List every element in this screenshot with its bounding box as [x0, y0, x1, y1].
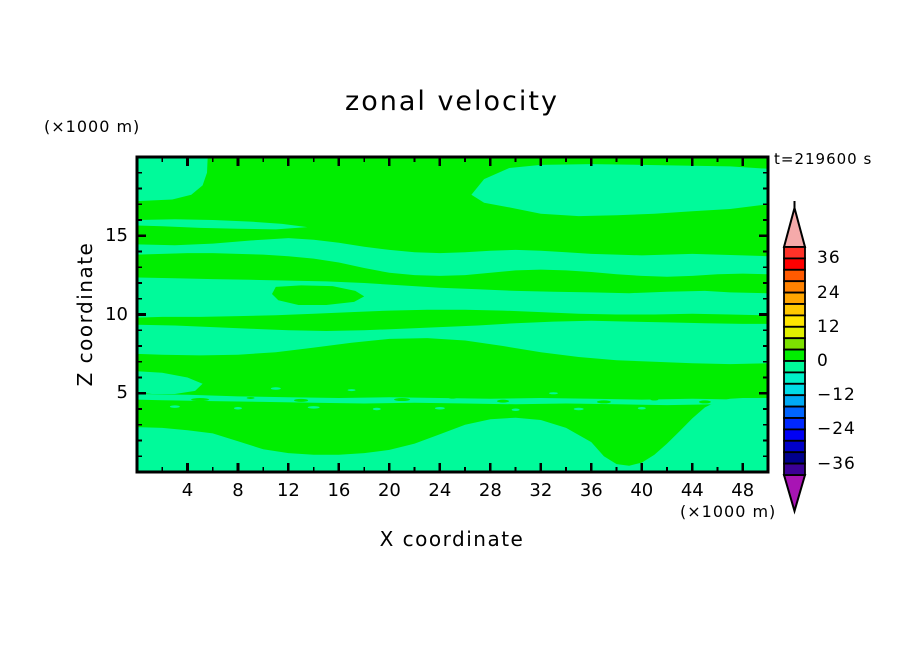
- colorbar-segment: [783, 371, 806, 385]
- x-axis-unit-label: (×1000 m): [680, 502, 777, 521]
- contour-region-upper-right-band: [471, 164, 768, 217]
- colorbar-segment: [783, 280, 806, 294]
- colorbar-segment: [783, 246, 806, 260]
- y-tick-label: 15: [105, 224, 128, 246]
- colorbar-segment: [783, 325, 806, 340]
- y-axis-unit-label: (×1000 m): [44, 117, 141, 136]
- contour-region-top-left-patch: [137, 157, 208, 202]
- x-tick-label: 44: [680, 480, 704, 501]
- colorbar-segment: [783, 348, 806, 362]
- turbulence-dash: [294, 398, 309, 402]
- turbulence-speckle: [233, 406, 242, 410]
- turbulence-speckle: [169, 405, 180, 408]
- contour-hole-green-hole-mid: [272, 285, 365, 305]
- contour-region-upper-left-sliver: [137, 219, 308, 230]
- contour-region-bottom-region: [137, 398, 768, 472]
- colorbar-segment: [783, 382, 806, 397]
- x-tick-label: 48: [731, 480, 755, 501]
- colorbar-segment: [783, 451, 806, 465]
- x-tick-label: 36: [579, 480, 603, 501]
- turbulence-speckle: [270, 387, 281, 390]
- turbulence-speckle: [511, 408, 520, 412]
- colorbar-tick-label: 0: [817, 351, 829, 371]
- plot-border: [135, 155, 770, 474]
- y-tick-label: 10: [105, 303, 128, 325]
- x-tick-label: 40: [630, 480, 654, 501]
- y-tick-label: 5: [116, 382, 128, 404]
- contour-region-left-wedge-z5: [137, 371, 203, 394]
- colorbar-segment: [783, 314, 806, 328]
- x-tick-label: 16: [327, 480, 351, 501]
- x-tick-label: 8: [232, 480, 244, 501]
- turbulence-speckle: [434, 406, 445, 410]
- colorbar: [782, 201, 807, 515]
- time-annotation: t=219600 s: [774, 150, 873, 168]
- colorbar-over-arrow: [782, 204, 807, 248]
- x-axis-title: X coordinate: [379, 527, 525, 551]
- turbulence-dash: [246, 396, 255, 399]
- colorbar-tick-label: 12: [817, 316, 841, 337]
- turbulence-speckle: [713, 408, 722, 412]
- colorbar-tick-label: −24: [817, 419, 856, 440]
- turbulence-speckle: [307, 406, 320, 409]
- colorbar-segment: [783, 291, 806, 305]
- colorbar-segment: [783, 303, 806, 317]
- colorbar-tick-label: 24: [817, 282, 841, 303]
- turbulence-dash: [596, 400, 611, 404]
- turbulence-speckle: [548, 392, 558, 395]
- chart-title: zonal velocity: [345, 86, 559, 117]
- x-tick-label: 24: [428, 480, 452, 501]
- turbulence-speckle: [347, 389, 356, 392]
- colorbar-segment: [783, 360, 806, 374]
- turbulence-dash: [394, 398, 411, 402]
- colorbar-segment: [783, 417, 806, 431]
- x-tick-label: 20: [377, 480, 401, 501]
- x-tick-label: 12: [276, 480, 300, 501]
- contour-region-band-z8: [137, 320, 768, 365]
- colorbar-tick-label: −12: [817, 385, 856, 406]
- colorbar-segment: [783, 462, 806, 476]
- colorbar-segment: [783, 439, 806, 454]
- turbulence-dash: [698, 400, 711, 404]
- colorbar-segment: [783, 405, 806, 419]
- colorbar-segment: [783, 257, 806, 271]
- turbulence-dash: [496, 399, 509, 403]
- turbulence-dash: [650, 398, 659, 401]
- turbulence-speckle: [637, 406, 646, 410]
- colorbar-segment: [783, 394, 806, 408]
- colorbar-segment: [783, 268, 806, 283]
- turbulence-speckle: [372, 407, 381, 411]
- colorbar-segment: [783, 428, 806, 442]
- colorbar-under-arrow: [782, 474, 807, 515]
- colorbar-tick-label: −36: [817, 453, 856, 474]
- x-tick-label: 4: [181, 480, 194, 501]
- turbulence-dash: [448, 396, 457, 399]
- turbulence-dash: [191, 398, 210, 402]
- turbulence-speckle: [573, 407, 584, 411]
- colorbar-tick-label: 36: [817, 248, 841, 269]
- x-tick-label: 28: [478, 480, 502, 501]
- x-tick-label: 32: [529, 480, 553, 501]
- colorbar-segment: [783, 337, 806, 351]
- contour-plot: [135, 155, 770, 474]
- contour-region-mid-band-z14: [137, 238, 768, 277]
